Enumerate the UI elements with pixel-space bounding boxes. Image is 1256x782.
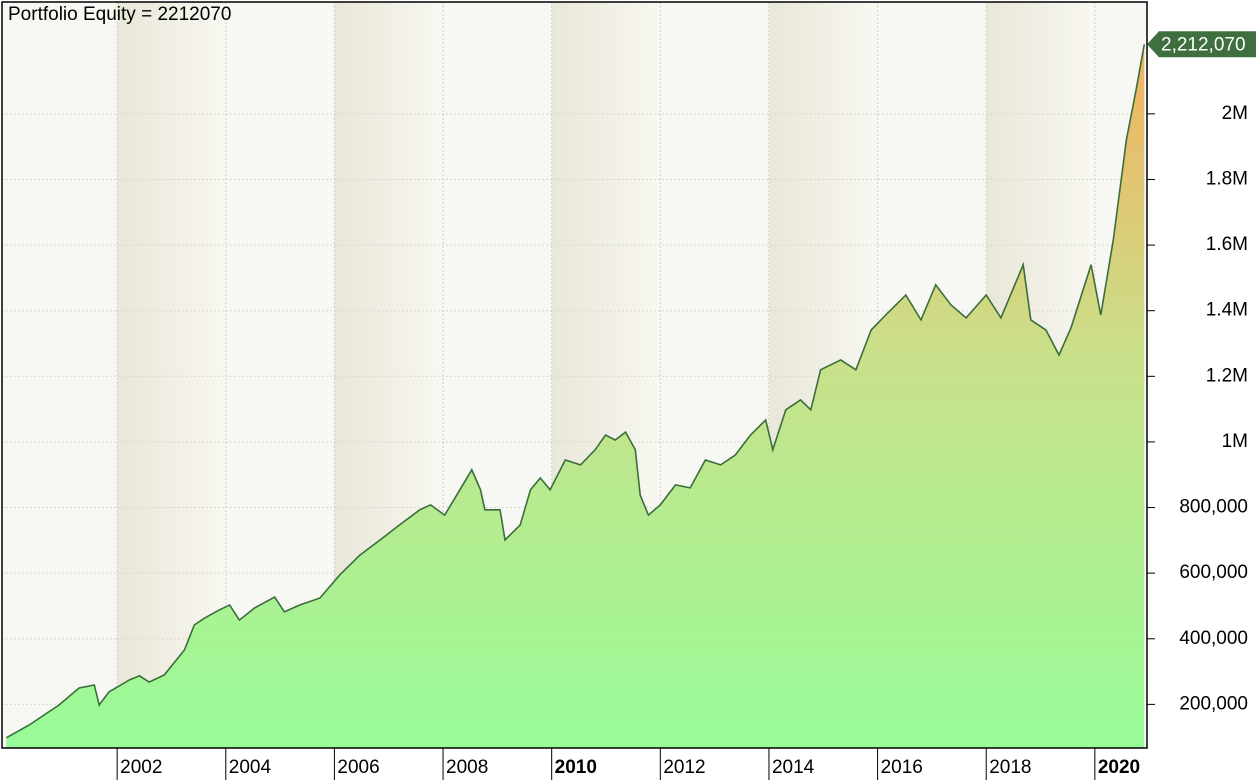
y-tick-label: 200,000 (1179, 693, 1248, 714)
x-tick-label: 2002 (120, 757, 162, 778)
y-tick-label: 1M (1222, 431, 1248, 452)
y-tick-label: 1.8M (1206, 168, 1248, 189)
equity-line (5, 44, 1146, 739)
x-tick-label: 2008 (446, 757, 488, 778)
y-tick-label: 1.4M (1206, 300, 1248, 321)
x-tick-label: 2016 (881, 757, 923, 778)
y-tick-label: 1.2M (1206, 365, 1248, 386)
x-tick-label: 2014 (772, 757, 815, 778)
x-tick-label: 2018 (989, 757, 1031, 778)
y-tick-label: 600,000 (1179, 562, 1248, 583)
y-tick-label: 1.6M (1206, 234, 1248, 255)
x-tick-label: 2006 (337, 757, 379, 778)
plot-frame (1, 1, 1148, 749)
x-tick-label: 2020 (1098, 757, 1140, 778)
value-label: 2,212,070 (1161, 34, 1246, 55)
chart-title: Portfolio Equity = 2212070 (8, 4, 231, 25)
y-tick-label: 400,000 (1179, 628, 1248, 649)
x-tick-label: 2012 (663, 757, 705, 778)
x-tick-label: 2010 (555, 757, 597, 778)
area-fill (6, 44, 1145, 749)
x-tick-label: 2004 (229, 757, 272, 778)
y-tick-label: 800,000 (1179, 497, 1248, 518)
y-tick-label: 2M (1222, 103, 1248, 124)
value-label-box (1147, 31, 1256, 58)
